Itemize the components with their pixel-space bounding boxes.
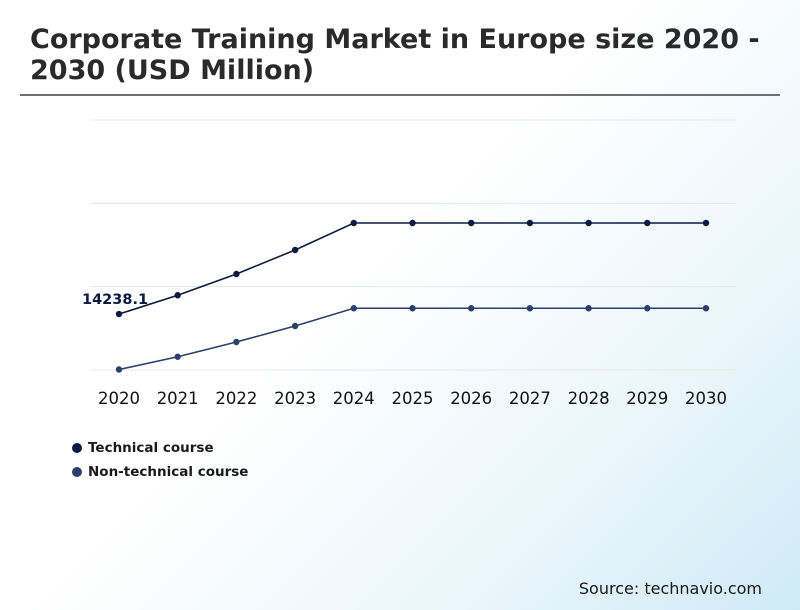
data-label: 14238.1 xyxy=(82,292,148,308)
x-tick-label: 2030 xyxy=(685,389,727,408)
x-tick-label: 2026 xyxy=(450,389,492,408)
x-tick-label: 2024 xyxy=(333,389,375,408)
x-tick-label: 2020 xyxy=(98,389,140,408)
legend-label-non-technical: Non-technical course xyxy=(88,464,249,480)
data-point-1-9 xyxy=(644,305,651,312)
data-point-1-3 xyxy=(291,322,299,330)
legend-item-non-technical: Non-technical course xyxy=(72,460,248,484)
data-point-0-10 xyxy=(702,219,710,227)
data-point-0-5 xyxy=(409,219,416,227)
data-point-1-4 xyxy=(350,305,357,312)
data-point-0-9 xyxy=(644,219,651,227)
x-tick-label: 2023 xyxy=(274,389,316,408)
data-point-1-8 xyxy=(585,305,592,312)
data-point-0-4 xyxy=(350,219,357,227)
x-tick-label: 2025 xyxy=(392,389,434,408)
data-point-0-7 xyxy=(526,219,534,227)
x-tick-label: 2027 xyxy=(509,389,551,408)
title-divider xyxy=(20,94,780,96)
data-point-0-6 xyxy=(468,219,475,227)
data-point-0-0 xyxy=(115,310,123,318)
data-point-1-1 xyxy=(174,353,181,360)
data-point-1-2 xyxy=(233,338,240,346)
data-point-1-10 xyxy=(702,305,710,312)
x-tick-label: 2022 xyxy=(215,389,257,408)
data-point-0-2 xyxy=(233,270,240,278)
x-tick-label: 2029 xyxy=(626,389,668,408)
legend-marker-non-technical xyxy=(72,467,82,477)
x-tick-label: 2021 xyxy=(157,389,199,408)
series-line-0 xyxy=(118,222,706,315)
legend: Technical course Non-technical course xyxy=(72,436,248,484)
chart-title: Corporate Training Market in Europe size… xyxy=(30,24,760,86)
source-note: Source: technavio.com xyxy=(578,579,762,598)
data-point-1-7 xyxy=(526,305,534,312)
data-point-0-3 xyxy=(291,246,299,254)
legend-item-technical: Technical course xyxy=(72,436,248,460)
x-tick-label: 2028 xyxy=(568,389,610,408)
data-point-1-0 xyxy=(115,366,123,373)
legend-marker-technical xyxy=(72,443,82,453)
data-point-0-1 xyxy=(174,292,181,299)
data-point-1-6 xyxy=(468,305,475,312)
legend-label-technical: Technical course xyxy=(88,440,214,456)
data-point-0-8 xyxy=(585,219,592,227)
series-line-1 xyxy=(118,307,706,371)
data-point-1-5 xyxy=(409,305,416,312)
